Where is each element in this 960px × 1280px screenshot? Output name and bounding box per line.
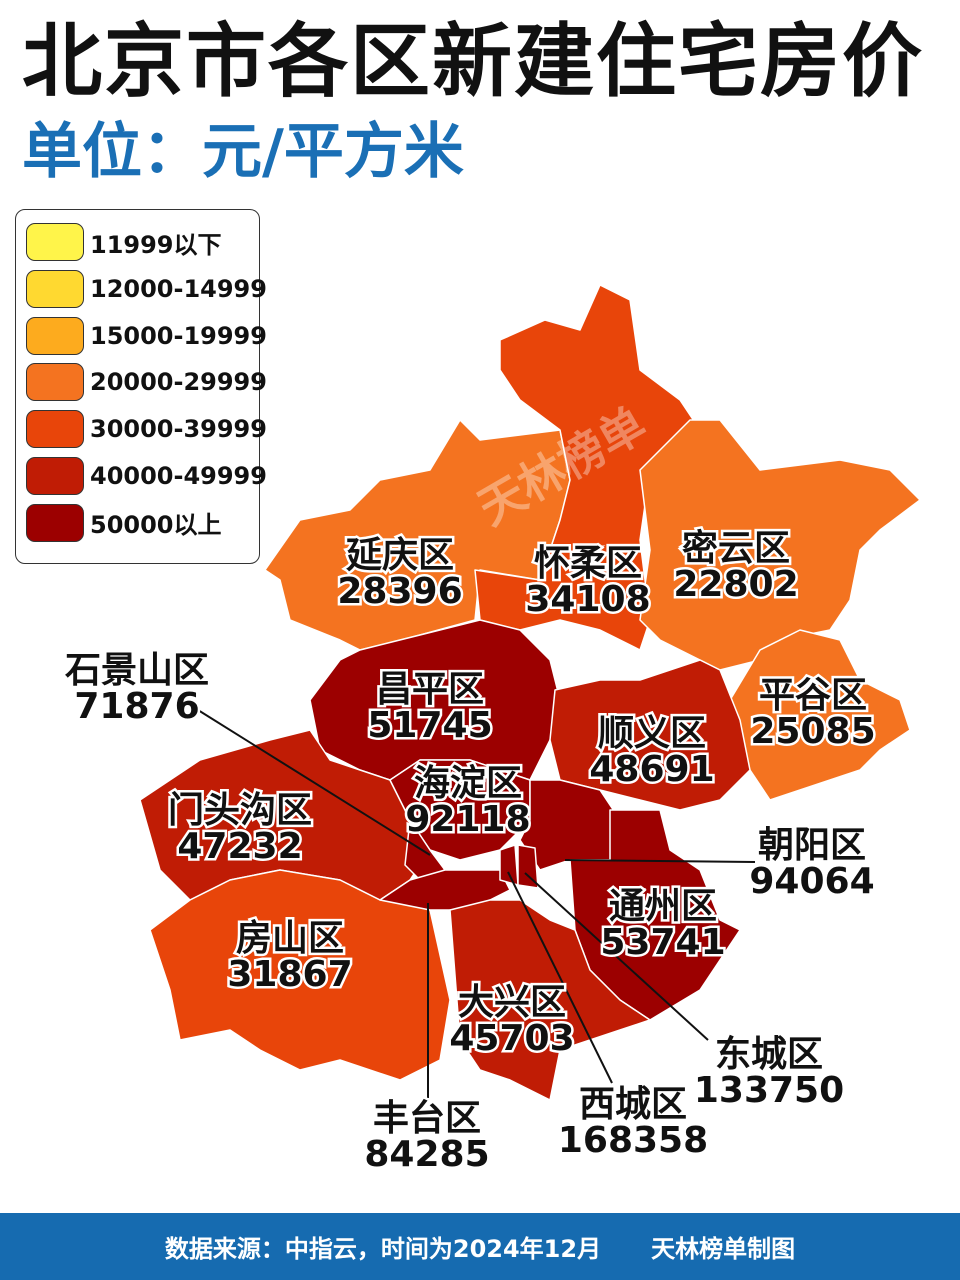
- legend-label: 12000-14999: [90, 274, 267, 303]
- legend: 11999以下 12000-14999 15000-19999 20000-29999…: [15, 209, 267, 564]
- label-dongcheng-name: 东城区: [715, 1034, 823, 1075]
- district-daxing: [449, 899, 651, 1101]
- label-chaoyang-value: 94064: [749, 861, 874, 902]
- label-mentougou-name: 门头沟区: [168, 790, 312, 831]
- legend-label: 40000-49999: [90, 462, 267, 490]
- legend-swatch: [26, 223, 84, 261]
- legend-item: 30000-39999: [26, 410, 267, 449]
- district-huairou: [474, 284, 701, 651]
- legend-swatch: [26, 269, 84, 308]
- label-miyun-name: 密云区: [682, 527, 790, 569]
- unit-subtitle: 单位：元/平方米: [22, 117, 464, 187]
- label-chaoyang-name: 朝阳区: [758, 825, 866, 866]
- label-tongzhou-value: 53741: [600, 922, 725, 963]
- district-miyun: [639, 419, 921, 671]
- leader-shijingshan: [197, 709, 431, 856]
- label-xicheng-value: 168358: [558, 1120, 708, 1161]
- legend-item: 40000-49999: [26, 457, 267, 495]
- legend-label: 30000-39999: [90, 415, 267, 444]
- label-tongzhou-name: 通州区: [609, 886, 717, 927]
- label-changping-value: 51745: [367, 705, 492, 746]
- label-yanqing-value: 28396: [337, 571, 462, 612]
- footer-source: 数据来源：中指云，时间为2024年12月: [164, 1235, 602, 1263]
- footer-credit: 天林榜单制图: [651, 1235, 796, 1263]
- district-xicheng: [499, 844, 519, 886]
- label-yanqing-name: 延庆区: [346, 535, 454, 576]
- legend-item: 20000-29999: [26, 363, 267, 402]
- label-huairou-value: 34108: [525, 579, 650, 620]
- label-shijingshan-value: 71876: [74, 686, 199, 727]
- label-haidian-name: 海淀区: [414, 763, 522, 804]
- legend-item: 50000以上: [26, 503, 222, 542]
- legend-swatch: [26, 457, 84, 495]
- footer: 数据来源：中指云，时间为2024年12月 天林榜单制图: [0, 1213, 960, 1280]
- label-shijingshan-name: 石景山区: [65, 650, 209, 691]
- label-shunyi-value: 48691: [589, 749, 714, 790]
- label-fengtai-name: 丰台区: [373, 1098, 481, 1139]
- legend-swatch: [26, 410, 84, 449]
- legend-label: 50000以上: [90, 511, 222, 540]
- district-dongcheng: [517, 844, 539, 889]
- district-fangshan: [149, 869, 451, 1081]
- leader-dongcheng: [524, 872, 709, 1041]
- label-fangshan-name: 房山区: [236, 918, 344, 959]
- beijing-map: 天林榜单 延庆区28396怀柔区34108密云区22802平谷区25085昌平区…: [64, 284, 921, 1175]
- legend-swatch: [26, 363, 84, 402]
- district-fengtai: [379, 869, 511, 911]
- label-pinggu-value: 25085: [750, 711, 875, 752]
- leader-xicheng: [507, 871, 613, 1084]
- legend-item: 15000-19999: [26, 316, 267, 355]
- legend-label: 20000-29999: [90, 368, 267, 397]
- label-huairou-name: 怀柔区: [534, 543, 642, 584]
- legend-item: 11999以下: [26, 223, 222, 261]
- label-shunyi-name: 顺义区: [598, 713, 706, 754]
- page-title: 北京市各区新建住宅房价: [22, 15, 924, 108]
- legend-label: 11999以下: [90, 230, 222, 259]
- legend-label: 15000-19999: [90, 321, 267, 350]
- legend-swatch: [26, 316, 84, 355]
- label-mentougou-value: 47232: [177, 826, 302, 867]
- label-fangshan-value: 31867: [227, 954, 352, 995]
- label-daxing-name: 大兴区: [458, 982, 566, 1023]
- label-xicheng-name: 西城区: [579, 1084, 687, 1125]
- legend-swatch: [26, 503, 84, 542]
- label-haidian-value: 92118: [405, 799, 530, 840]
- label-fengtai-value: 84285: [364, 1134, 489, 1175]
- label-miyun-value: 22802: [673, 564, 798, 605]
- leader-chaoyang: [564, 859, 756, 863]
- district-tongzhou: [569, 809, 741, 1021]
- label-pinggu-name: 平谷区: [759, 675, 867, 716]
- label-dongcheng-value: 133750: [694, 1070, 844, 1111]
- label-changping-name: 昌平区: [376, 669, 484, 710]
- legend-item: 12000-14999: [26, 269, 267, 308]
- label-daxing-value: 45703: [449, 1018, 574, 1059]
